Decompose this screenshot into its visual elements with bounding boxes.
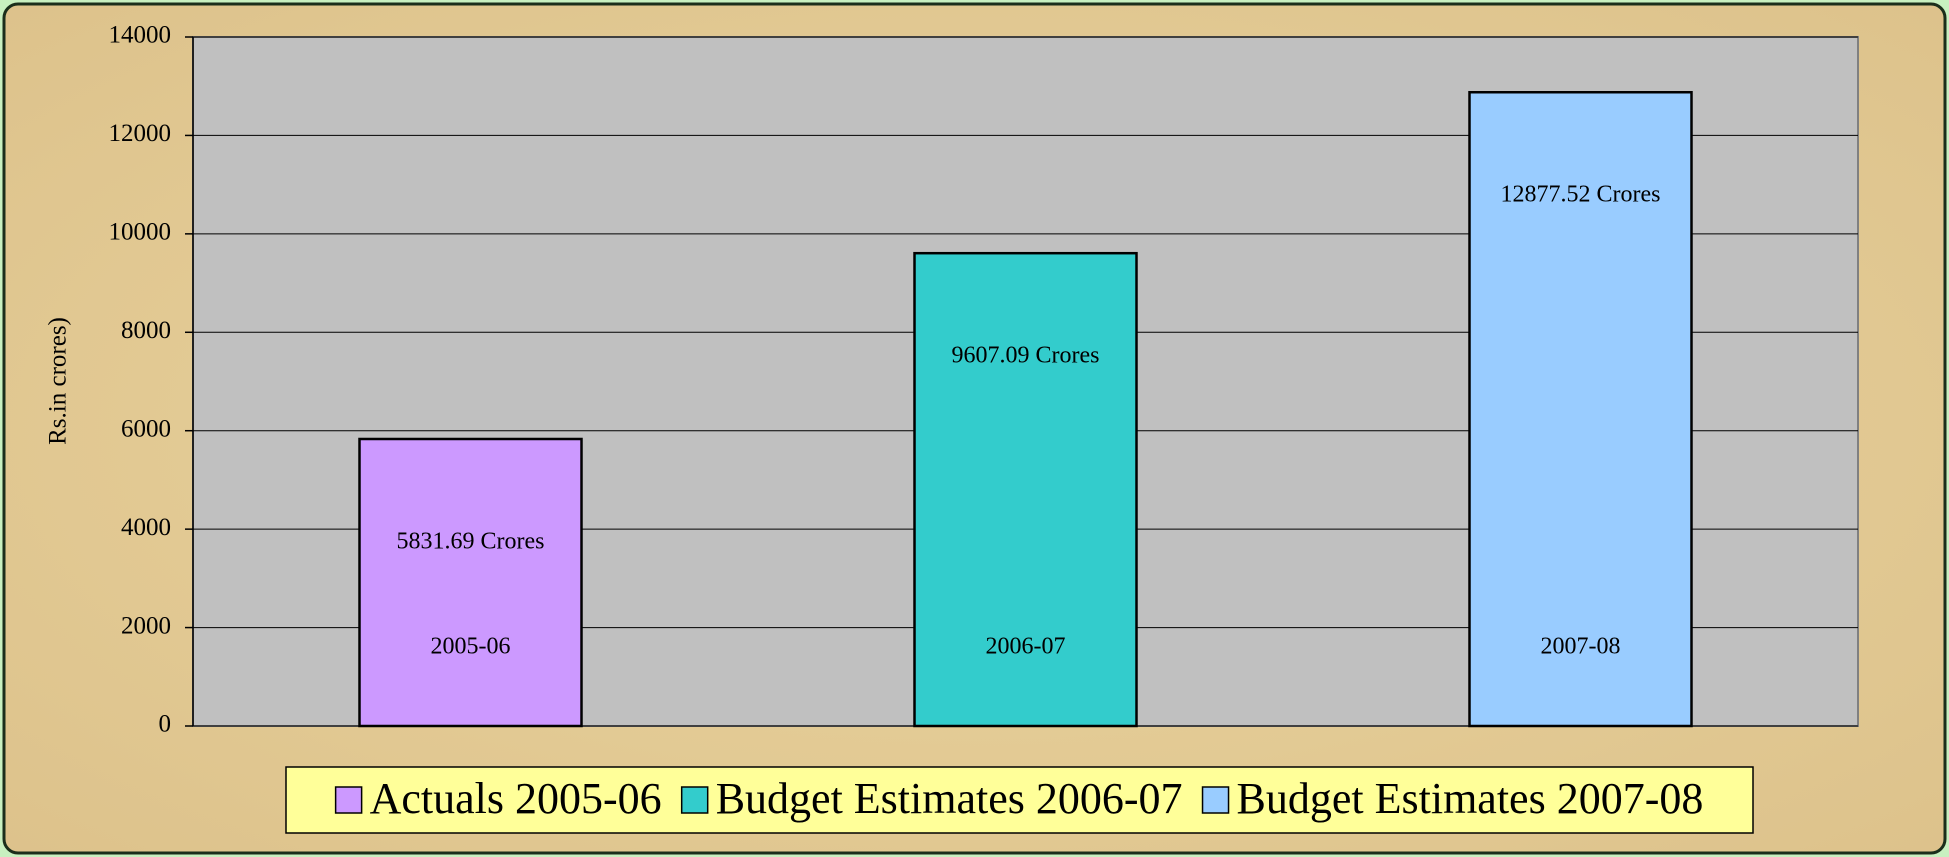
category-label: 2006-07 bbox=[986, 634, 1066, 660]
bar bbox=[358, 437, 583, 728]
category-label: 2007-08 bbox=[1541, 634, 1621, 660]
category-label: 2005-06 bbox=[431, 634, 511, 660]
y-tick-label: 8000 bbox=[121, 317, 171, 344]
y-tick-label: 12000 bbox=[109, 120, 172, 147]
y-tick-label: 2000 bbox=[121, 612, 171, 639]
legend-label: Actuals 2005-06 bbox=[370, 774, 662, 823]
data-label: 5831.69 Crores bbox=[397, 528, 545, 554]
y-tick-label: 6000 bbox=[121, 415, 171, 442]
legend bbox=[285, 766, 1754, 834]
y-tick-label: 4000 bbox=[121, 514, 171, 541]
data-label: 12877.52 Crores bbox=[1501, 182, 1661, 208]
legend-label: Budget Estimates 2007-08 bbox=[1237, 774, 1704, 823]
legend-swatch bbox=[334, 786, 363, 814]
y-tick-label: 0 bbox=[159, 711, 172, 738]
data-label: 9607.09 Crores bbox=[952, 343, 1100, 369]
y-tick-label: 10000 bbox=[109, 219, 172, 246]
legend-swatch bbox=[1201, 786, 1230, 814]
bar bbox=[913, 251, 1138, 728]
bar bbox=[1468, 90, 1693, 728]
y-axis-label: Rs.in crores) bbox=[45, 317, 72, 445]
legend-swatch bbox=[680, 786, 709, 814]
y-tick-label: 14000 bbox=[109, 22, 172, 49]
legend-label: Budget Estimates 2006-07 bbox=[716, 774, 1183, 823]
